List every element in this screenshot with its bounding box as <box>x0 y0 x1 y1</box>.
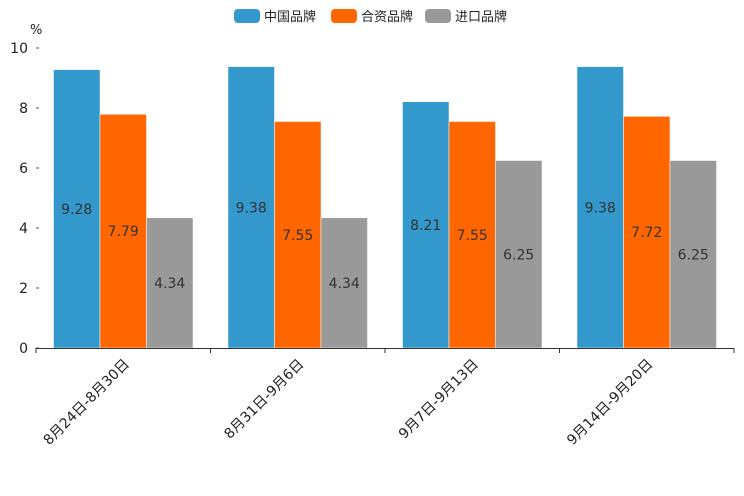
bar-1-2[interactable] <box>227 66 275 349</box>
y-tick-label-6: 6 <box>19 161 28 177</box>
bar-1-4[interactable] <box>576 66 624 349</box>
bar-3-1[interactable] <box>146 217 194 349</box>
bar-value-label-3-4: 6.25 <box>678 247 709 263</box>
bar-3-4[interactable] <box>669 160 717 349</box>
x-tick-label-4: 9月14日-9月20日 <box>564 356 656 448</box>
legend: 中国品牌 合资品牌 进口品牌 <box>234 9 507 25</box>
y-tick-label-10: 10 <box>10 41 28 57</box>
legend-swatch-1[interactable] <box>234 9 260 23</box>
y-axis-ticks: 0 2 4 6 8 10 <box>10 41 39 357</box>
bar-value-label-1-2: 9.38 <box>236 200 267 216</box>
bar-2-2[interactable] <box>274 121 322 349</box>
y-tick-label-4: 4 <box>19 221 28 237</box>
bar-value-label-2-1: 7.79 <box>108 224 139 240</box>
x-axis: 8月24日-8月30日 8月31日-9月6日 9月7日-9月13日 9月14日-9月2… <box>35 348 735 449</box>
legend-label-2: 合资品牌 <box>361 9 413 25</box>
bar-value-label-2-4: 7.72 <box>631 225 662 241</box>
bar-3-2[interactable] <box>320 217 368 349</box>
bar-value-label-1-4: 9.38 <box>585 200 616 216</box>
bars: 9.28 7.79 4.34 9.38 7.55 4.34 8.21 7.55 6.25 9.38… <box>53 66 717 349</box>
x-tick-label-2: 8月31日-9月6日 <box>221 356 307 442</box>
bar-value-label-2-3: 7.55 <box>457 228 488 244</box>
x-tick-label-3: 9月7日-9月13日 <box>396 356 482 442</box>
bar-value-label-3-1: 4.34 <box>154 276 185 292</box>
bar-value-label-1-3: 8.21 <box>410 218 441 234</box>
y-tick-label-8: 8 <box>19 101 28 117</box>
legend-swatch-3[interactable] <box>425 9 451 23</box>
y-tick-label-0: 0 <box>19 341 28 357</box>
bar-value-label-3-2: 4.34 <box>329 276 360 292</box>
y-axis-unit-label: % <box>30 23 42 38</box>
y-tick-label-2: 2 <box>19 281 28 297</box>
legend-label-3: 进口品牌 <box>455 9 507 25</box>
bar-1-3[interactable] <box>402 101 450 349</box>
bar-2-4[interactable] <box>623 116 671 349</box>
legend-label-1: 中国品牌 <box>264 9 316 25</box>
bar-value-label-1-1: 9.28 <box>61 202 92 218</box>
bar-value-label-2-2: 7.55 <box>282 228 313 244</box>
legend-swatch-2[interactable] <box>331 9 357 23</box>
bar-2-3[interactable] <box>448 121 496 349</box>
bar-value-label-3-3: 6.25 <box>503 247 534 263</box>
x-tick-label-1: 8月24日-8月30日 <box>41 356 133 448</box>
